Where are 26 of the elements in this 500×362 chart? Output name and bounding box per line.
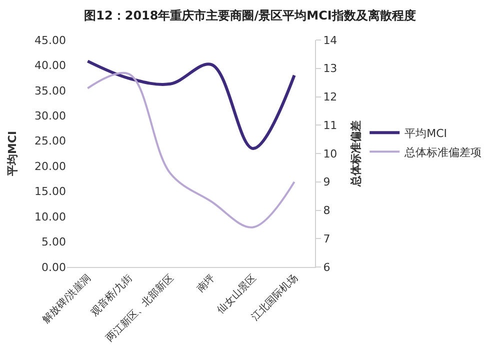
y2-tick-label: 8 [323, 204, 330, 218]
y2-tick-label: 6 [323, 260, 330, 274]
y-tick-label: 20.00 [34, 160, 66, 173]
y2-axis-title: 总体标准偏差 [349, 120, 362, 188]
y-tick-label: 25.00 [34, 134, 66, 148]
y2-tick-label: 14 [323, 34, 338, 47]
y-axis-title: 平均MCI [6, 130, 20, 178]
legend-label: 平均MCI [404, 126, 448, 140]
y-tick-label: 5.00 [42, 236, 66, 249]
y2-tick-label: 13 [323, 62, 338, 76]
y-tick-label: 40.00 [34, 59, 66, 72]
y2-tick-label: 10 [323, 147, 338, 160]
y2-tick-label: 11 [323, 118, 338, 132]
y-tick-label: 30.00 [34, 110, 66, 123]
y2-tick-label: 9 [323, 176, 330, 189]
chart-title: 图12：2018年重庆市主要商圈/景区平均MCI指数及离散程度 [84, 8, 416, 22]
y-tick-label: 45.00 [34, 34, 66, 47]
y2-tick-label: 12 [323, 90, 338, 104]
legend-label: 总体标准偏差项 [404, 146, 482, 159]
line-series [86, 60, 296, 150]
y2-tick-label: 7 [323, 232, 330, 246]
y-tick-label: 10.00 [34, 210, 66, 224]
y-tick-label: 0.00 [42, 260, 66, 274]
y-tick-label: 15.00 [34, 185, 66, 198]
y-tick-label: 35.00 [34, 84, 66, 98]
x-tick-label: 南坪 [194, 272, 218, 295]
